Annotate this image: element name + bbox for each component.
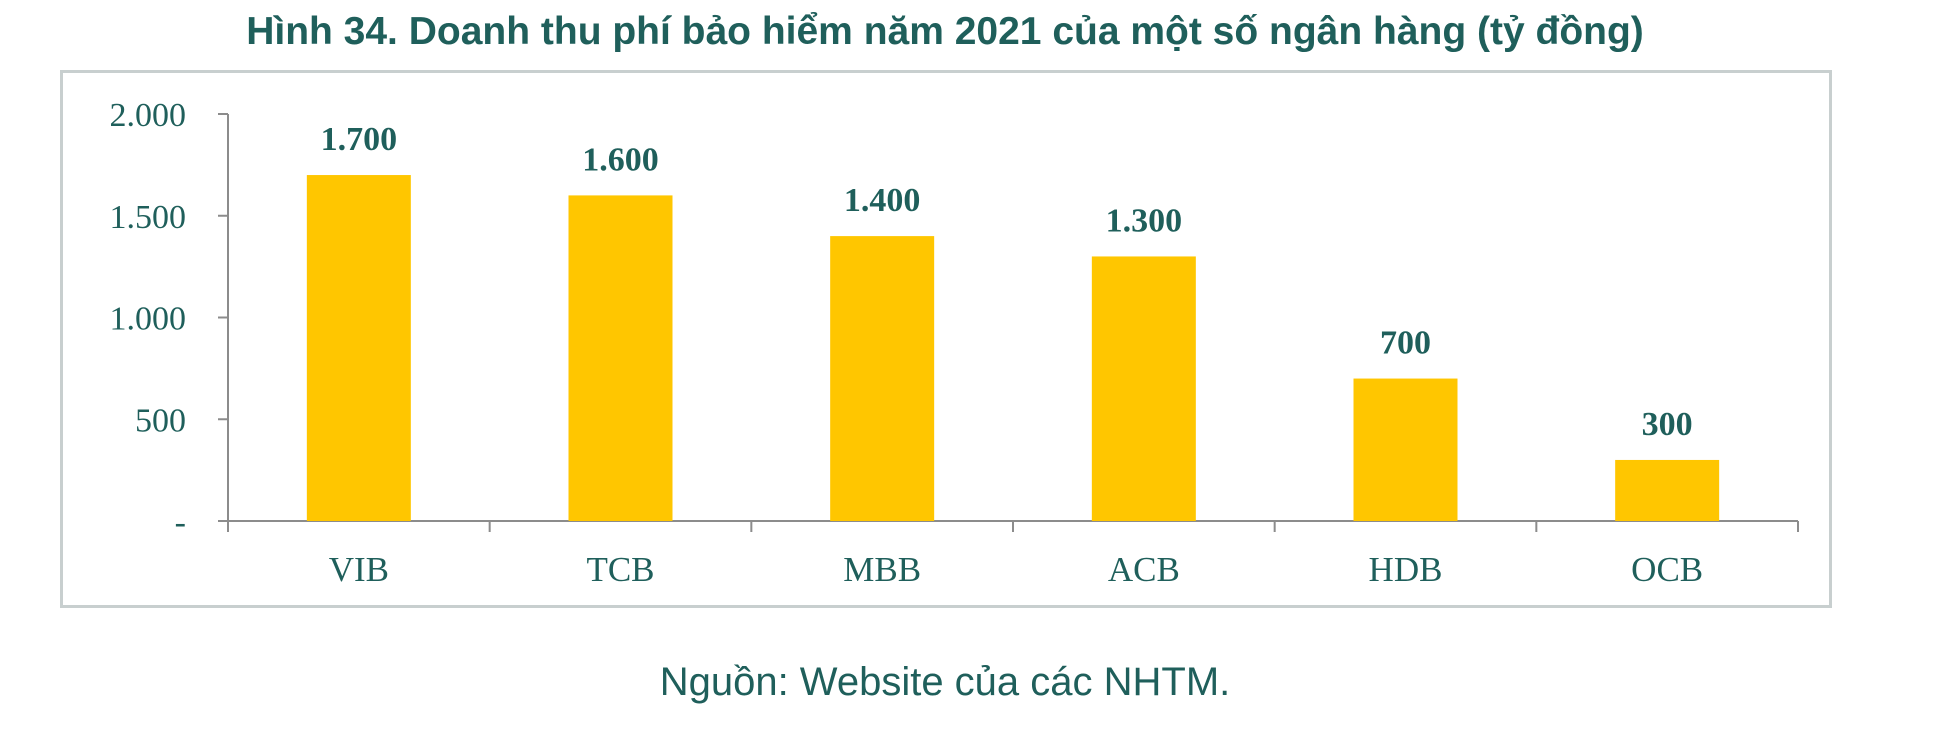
data-label: 700	[1380, 325, 1431, 362]
x-tick-label: TCB	[586, 550, 654, 589]
chart-title: Hình 34. Doanh thu phí bảo hiểm năm 2021…	[246, 10, 1644, 53]
data-label: 1.600	[582, 141, 659, 178]
bar	[1353, 378, 1458, 521]
bar	[568, 195, 673, 521]
data-label: 1.300	[1106, 202, 1183, 239]
x-tick-label: MBB	[843, 550, 921, 589]
chart-frame	[60, 70, 1832, 608]
data-label: 1.700	[321, 121, 398, 158]
x-tick-label: HDB	[1369, 550, 1443, 589]
x-tick-label: ACB	[1108, 550, 1180, 589]
x-tick-label: VIB	[329, 550, 389, 589]
bar	[306, 175, 411, 522]
bar	[1091, 256, 1196, 521]
bar	[1615, 459, 1720, 521]
x-tick-label: OCB	[1631, 550, 1703, 589]
y-tick-label: 2.000	[110, 97, 187, 134]
y-tick-label: 1.000	[110, 301, 187, 338]
data-label: 300	[1642, 406, 1693, 443]
source-note: Nguồn: Website của các NHTM.	[659, 660, 1231, 704]
y-tick-label: 1.500	[110, 199, 187, 236]
bar	[830, 236, 935, 521]
y-tick-label: -	[175, 504, 186, 541]
data-label: 1.400	[844, 182, 921, 219]
y-tick-label: 500	[135, 402, 186, 439]
